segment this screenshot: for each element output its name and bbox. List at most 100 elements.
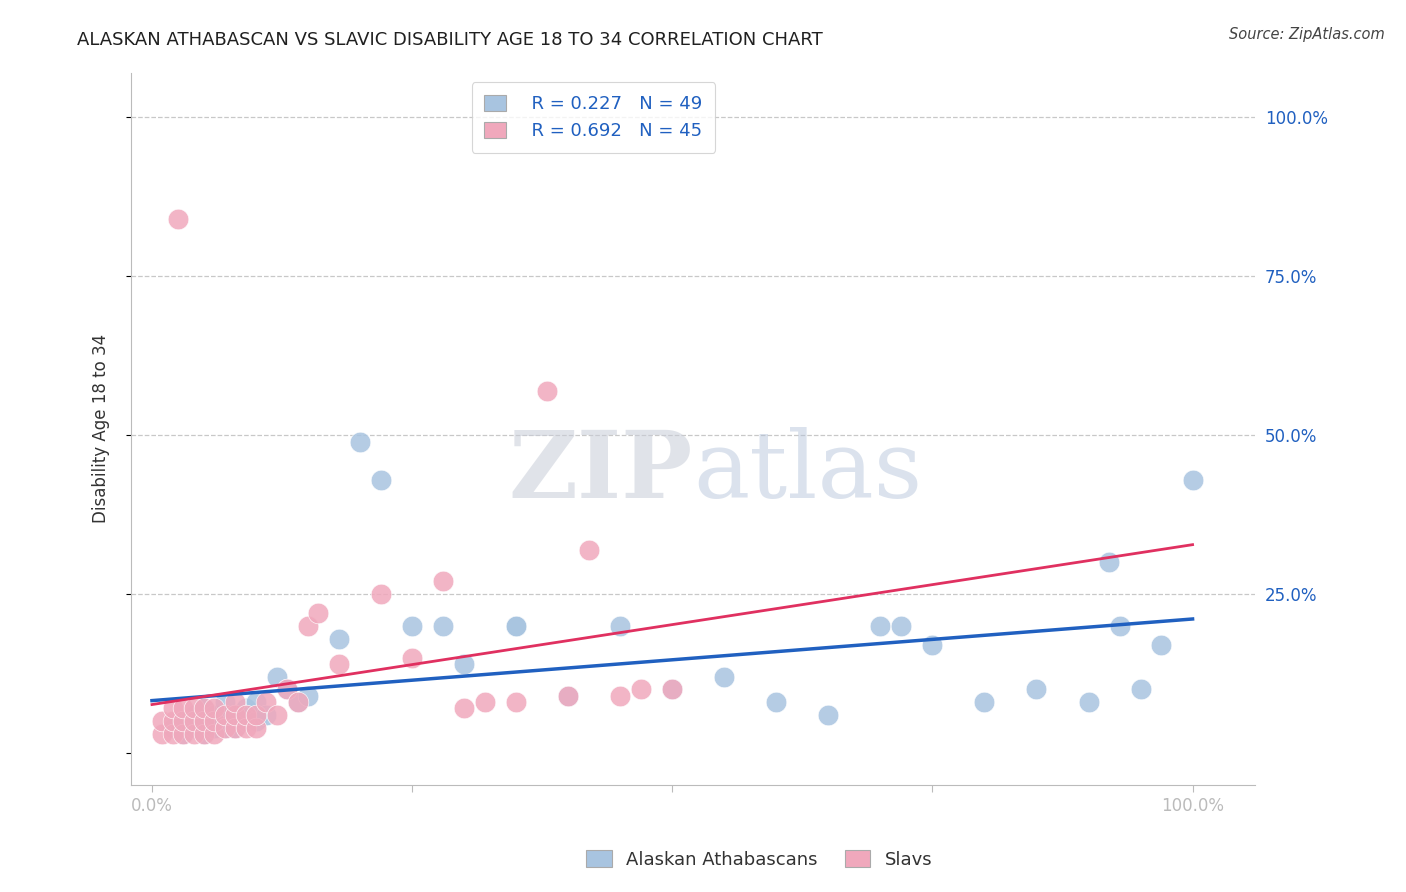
Point — [557, 689, 579, 703]
Point — [245, 695, 267, 709]
Point — [609, 689, 631, 703]
Point — [276, 682, 298, 697]
Point — [150, 727, 173, 741]
Point — [256, 707, 278, 722]
Point — [150, 714, 173, 729]
Text: ZIP: ZIP — [509, 426, 693, 516]
Point — [193, 714, 215, 729]
Point — [1098, 555, 1121, 569]
Point — [370, 473, 392, 487]
Text: atlas: atlas — [693, 426, 922, 516]
Point — [297, 619, 319, 633]
Point — [474, 695, 496, 709]
Point — [1077, 695, 1099, 709]
Point — [224, 707, 246, 722]
Point — [1025, 682, 1047, 697]
Point — [276, 682, 298, 697]
Point — [328, 632, 350, 646]
Point — [224, 721, 246, 735]
Point — [266, 707, 288, 722]
Point — [193, 727, 215, 741]
Point — [202, 721, 225, 735]
Point — [214, 721, 236, 735]
Point — [172, 714, 194, 729]
Point — [1150, 638, 1173, 652]
Point — [817, 707, 839, 722]
Point — [202, 701, 225, 715]
Point — [172, 701, 194, 715]
Point — [401, 619, 423, 633]
Point — [183, 701, 205, 715]
Point — [973, 695, 995, 709]
Point — [202, 727, 225, 741]
Point — [172, 727, 194, 741]
Point — [328, 657, 350, 671]
Point — [505, 619, 527, 633]
Point — [245, 714, 267, 729]
Point — [172, 727, 194, 741]
Point — [214, 695, 236, 709]
Point — [172, 714, 194, 729]
Point — [557, 689, 579, 703]
Point — [183, 707, 205, 722]
Point — [245, 707, 267, 722]
Point — [713, 670, 735, 684]
Point — [162, 721, 184, 735]
Point — [235, 701, 257, 715]
Text: ALASKAN ATHABASCAN VS SLAVIC DISABILITY AGE 18 TO 34 CORRELATION CHART: ALASKAN ATHABASCAN VS SLAVIC DISABILITY … — [77, 31, 823, 49]
Point — [765, 695, 787, 709]
Point — [193, 727, 215, 741]
Text: Source: ZipAtlas.com: Source: ZipAtlas.com — [1229, 27, 1385, 42]
Point — [162, 714, 184, 729]
Point — [183, 714, 205, 729]
Point — [202, 707, 225, 722]
Point — [193, 701, 215, 715]
Point — [1129, 682, 1152, 697]
Point — [1108, 619, 1130, 633]
Point — [235, 721, 257, 735]
Point — [193, 714, 215, 729]
Legend: Alaskan Athabascans, Slavs: Alaskan Athabascans, Slavs — [579, 843, 939, 876]
Point — [578, 542, 600, 557]
Point — [1181, 473, 1204, 487]
Point — [202, 714, 225, 729]
Point — [505, 695, 527, 709]
Point — [183, 727, 205, 741]
Point — [609, 619, 631, 633]
Point — [890, 619, 912, 633]
Point — [921, 638, 943, 652]
Point — [214, 707, 236, 722]
Point — [224, 695, 246, 709]
Point — [370, 587, 392, 601]
Point — [297, 689, 319, 703]
Point — [235, 707, 257, 722]
Point — [214, 721, 236, 735]
Point — [266, 670, 288, 684]
Point — [162, 727, 184, 741]
Point — [505, 619, 527, 633]
Point — [349, 434, 371, 449]
Point — [162, 701, 184, 715]
Point — [432, 619, 454, 633]
Point — [256, 695, 278, 709]
Point — [224, 707, 246, 722]
Point — [287, 695, 309, 709]
Point — [401, 650, 423, 665]
Point — [869, 619, 891, 633]
Point — [214, 707, 236, 722]
Y-axis label: Disability Age 18 to 34: Disability Age 18 to 34 — [93, 334, 110, 524]
Point — [245, 721, 267, 735]
Point — [308, 606, 330, 620]
Point — [167, 212, 190, 227]
Point — [453, 657, 475, 671]
Point — [183, 721, 205, 735]
Point — [235, 714, 257, 729]
Point — [536, 384, 558, 398]
Point — [193, 701, 215, 715]
Point — [224, 721, 246, 735]
Point — [630, 682, 652, 697]
Point — [661, 682, 683, 697]
Legend:   R = 0.227   N = 49,   R = 0.692   N = 45: R = 0.227 N = 49, R = 0.692 N = 45 — [472, 82, 716, 153]
Point — [661, 682, 683, 697]
Point — [432, 574, 454, 589]
